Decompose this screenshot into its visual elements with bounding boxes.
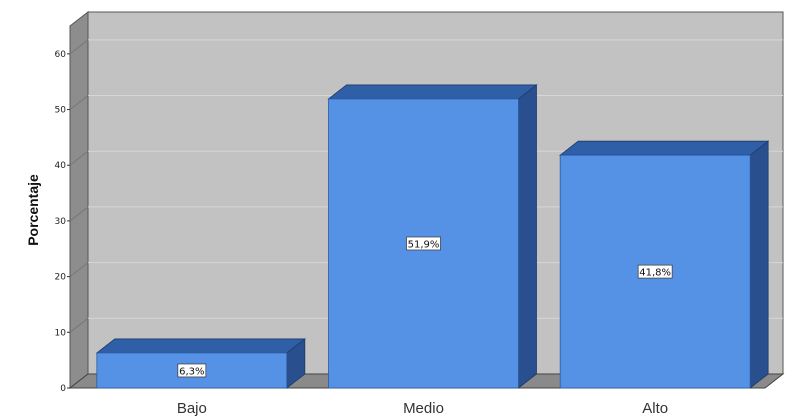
bar-top <box>559 140 770 156</box>
bar-side <box>749 140 769 389</box>
bar <box>95 338 306 389</box>
gridline-side <box>69 206 89 222</box>
y-tick-label: 30 <box>55 217 67 227</box>
data-label: 51,9% <box>406 236 441 251</box>
y-axis-ticks: 0 10 20 30 40 50 60 <box>55 50 70 394</box>
data-label-text: 51,9% <box>408 239 440 250</box>
y-tick-label: 0 <box>60 384 66 394</box>
x-axis-categories: Bajo Medio Alto <box>177 400 668 417</box>
x-category-label: Medio <box>403 400 444 417</box>
gridline-side <box>69 150 89 166</box>
bar <box>559 140 770 389</box>
gridline-side <box>69 95 89 110</box>
bar <box>327 84 538 389</box>
x-category-label: Bajo <box>177 400 207 417</box>
gridline-side <box>69 317 89 333</box>
y-tick-label: 50 <box>55 106 67 116</box>
y-tick-label: 60 <box>55 50 67 60</box>
bar-top <box>95 338 306 354</box>
bar-top <box>327 84 538 100</box>
data-label: 6,3% <box>177 363 207 378</box>
data-label-text: 41,8% <box>639 268 671 279</box>
x-category-label: Alto <box>642 400 668 417</box>
data-label-box <box>177 363 207 378</box>
bar-side <box>518 84 537 389</box>
gridline-side <box>69 262 89 278</box>
gridline-side <box>69 39 89 55</box>
data-label-box <box>406 236 441 251</box>
y-tick-label: 10 <box>55 328 67 338</box>
data-label-box <box>637 264 673 279</box>
side-wall <box>69 10 89 390</box>
y-tick-label: 40 <box>55 161 67 171</box>
y-tick-label: 20 <box>55 273 67 283</box>
y-axis-title: Porcentaje <box>25 174 41 246</box>
data-labels: 6,3% 51,9% 41,8% <box>177 236 673 378</box>
data-label: 41,8% <box>637 264 673 279</box>
data-label-text: 6,3% <box>179 366 204 377</box>
